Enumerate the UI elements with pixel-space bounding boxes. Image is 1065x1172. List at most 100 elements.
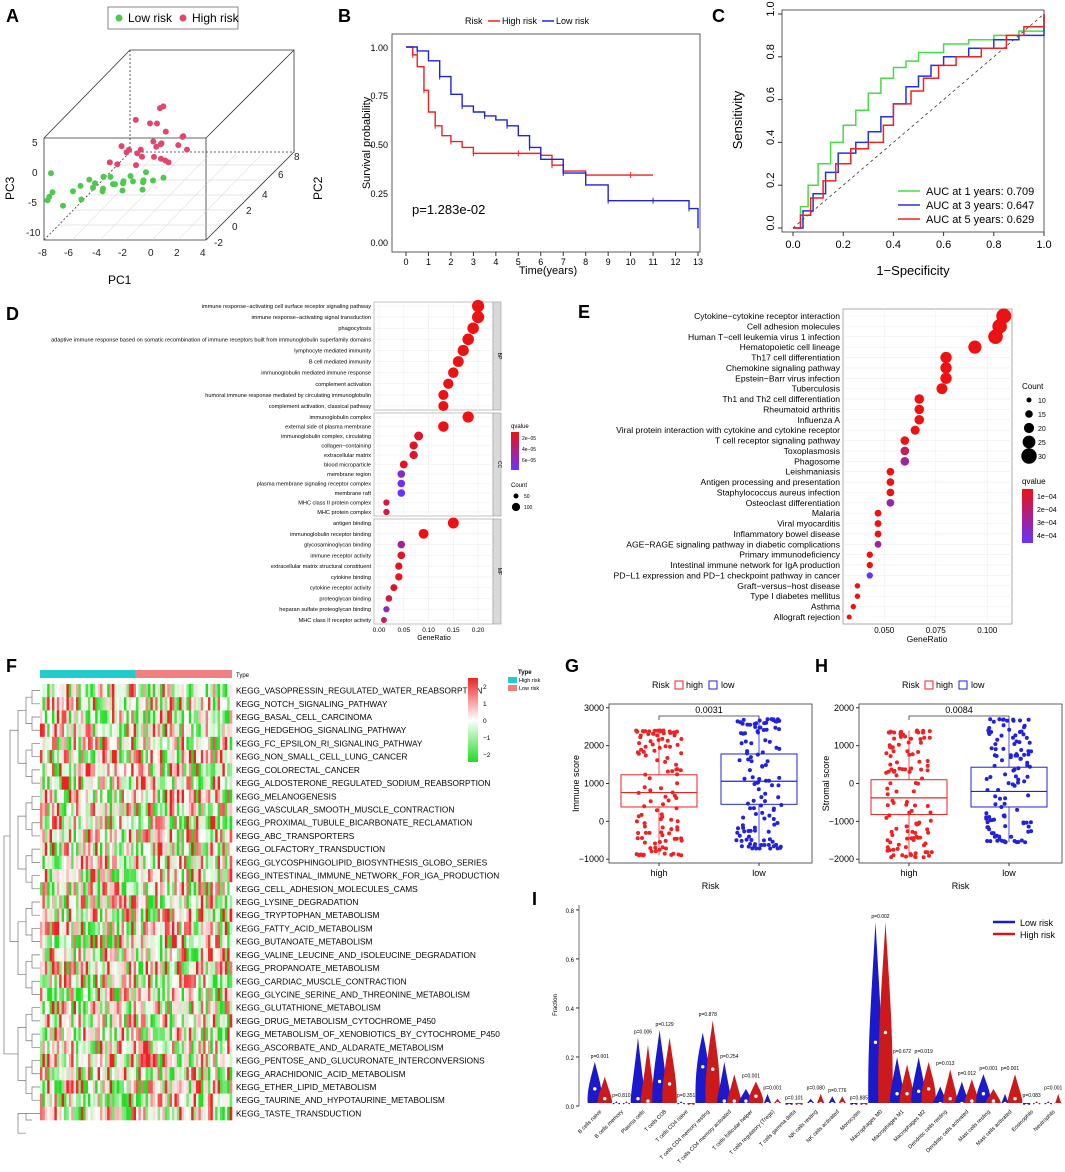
f-heat-cell <box>169 1014 173 1028</box>
h-point <box>1000 838 1004 843</box>
f-heat-cell <box>164 948 168 962</box>
g-point <box>668 744 672 749</box>
f-heat-cell <box>100 1067 103 1081</box>
f-heat-cell <box>97 974 101 989</box>
f-heat-cell <box>157 1080 161 1094</box>
f-heat-cell <box>150 1106 154 1121</box>
f-heat-cell <box>196 895 199 909</box>
f-heat-cell <box>73 921 77 936</box>
f-heat-cell <box>210 1027 214 1042</box>
i-violin-low <box>630 1037 646 1103</box>
f-heat-cell <box>64 697 67 711</box>
f-heat-cell <box>224 842 228 857</box>
f-heat-cell <box>155 868 158 883</box>
f-heat-cell <box>64 750 67 764</box>
f-heat-cell <box>205 948 209 962</box>
f-heat-cell <box>138 1053 142 1068</box>
f-heat-cell <box>131 829 134 843</box>
f-heat-cell <box>160 855 163 870</box>
f-heat-cell <box>61 802 65 817</box>
f-heat-cell <box>128 710 132 724</box>
f-heat-cell <box>112 895 115 909</box>
d-facet-panel <box>373 518 494 625</box>
f-heat-cell <box>193 736 197 751</box>
f-heat-cell <box>184 895 187 909</box>
d-term-dot <box>457 344 469 357</box>
h-point <box>896 742 901 747</box>
f-heat-cell <box>172 1001 175 1015</box>
f-row-label: KEGG_GLUTATHIONE_METABOLISM <box>236 1003 381 1013</box>
f-heat-cell <box>220 684 223 698</box>
f-heat-cell <box>196 1053 199 1068</box>
h-point <box>992 753 997 758</box>
f-heat-cell <box>140 895 144 909</box>
f-heat-cell <box>160 1014 163 1028</box>
f-heat-cell <box>40 829 43 843</box>
f-heat-cell <box>119 736 122 751</box>
f-scale-tick: 1 <box>483 701 487 708</box>
f-heat-cell <box>143 723 146 738</box>
f-heat-cell <box>97 1027 101 1042</box>
f-heat-cell <box>208 776 211 790</box>
i-median-dot <box>873 1040 878 1044</box>
f-heat-cell <box>52 868 55 883</box>
f-heat-cell <box>193 829 197 843</box>
f-heat-cell <box>52 974 55 989</box>
f-heat-cell <box>227 987 230 1002</box>
i-category-label: T cells gamma delta <box>759 1109 799 1149</box>
g-point <box>779 803 784 807</box>
f-heat-cell <box>66 1027 70 1042</box>
f-heat-cell <box>229 842 233 857</box>
f-heat-cell <box>150 987 154 1002</box>
f-heat-cell <box>42 710 46 724</box>
f-heat-cell <box>160 974 163 989</box>
f-heat-cell <box>138 1001 142 1015</box>
f-heat-cell <box>217 816 221 830</box>
f-heat-cell <box>124 1080 127 1094</box>
f-heat-cell <box>126 987 130 1002</box>
f-heat-cell <box>104 684 108 698</box>
f-heat-cell <box>102 1053 106 1068</box>
f-heat-cell <box>212 829 216 843</box>
e-term-label: Malaria <box>812 508 840 518</box>
d-term-label: complement activation <box>315 382 371 388</box>
g-point <box>737 833 742 838</box>
f-heat-cell <box>222 1053 226 1068</box>
f-heat-cell <box>136 736 139 751</box>
f-heat-cell <box>229 789 233 804</box>
f-heat-cell <box>119 1040 122 1055</box>
g-point <box>660 736 665 741</box>
f-heat-cell <box>174 1106 178 1121</box>
h-point <box>927 853 931 858</box>
f-heat-cell <box>208 736 211 751</box>
f-heat-cell <box>104 1106 108 1121</box>
h-point <box>1012 742 1017 746</box>
i-pvalue-label: p=0.019 <box>915 1049 933 1055</box>
f-heat-cell <box>169 1053 173 1068</box>
f-heat-cell <box>97 1001 101 1015</box>
f-heat-cell <box>61 1067 65 1081</box>
f-heat-cell <box>208 987 211 1002</box>
g-point <box>757 725 762 730</box>
f-heat-cell <box>49 1093 53 1108</box>
g-point <box>665 769 670 774</box>
f-heat-cell <box>40 1027 43 1042</box>
f-heat-cell <box>128 789 132 804</box>
f-heat-cell <box>126 908 130 923</box>
f-heat-cell <box>210 776 214 790</box>
i-median-dot <box>862 1104 866 1108</box>
f-heat-cell <box>157 855 161 870</box>
f-heat-cell <box>54 723 58 738</box>
f-heat-cell <box>78 921 82 936</box>
f-heat-cell <box>44 776 48 790</box>
g-point <box>746 844 751 849</box>
f-heat-cell <box>148 1027 151 1042</box>
f-heat-cell <box>83 789 86 804</box>
f-heat-cell <box>140 684 144 698</box>
f-heat-cell <box>80 763 84 777</box>
f-heat-cell <box>150 776 154 790</box>
f-heat-cell <box>227 921 230 936</box>
f-heat-cell <box>217 1040 221 1055</box>
e-term-dot <box>866 572 873 579</box>
f-heat-cell <box>143 1053 146 1068</box>
